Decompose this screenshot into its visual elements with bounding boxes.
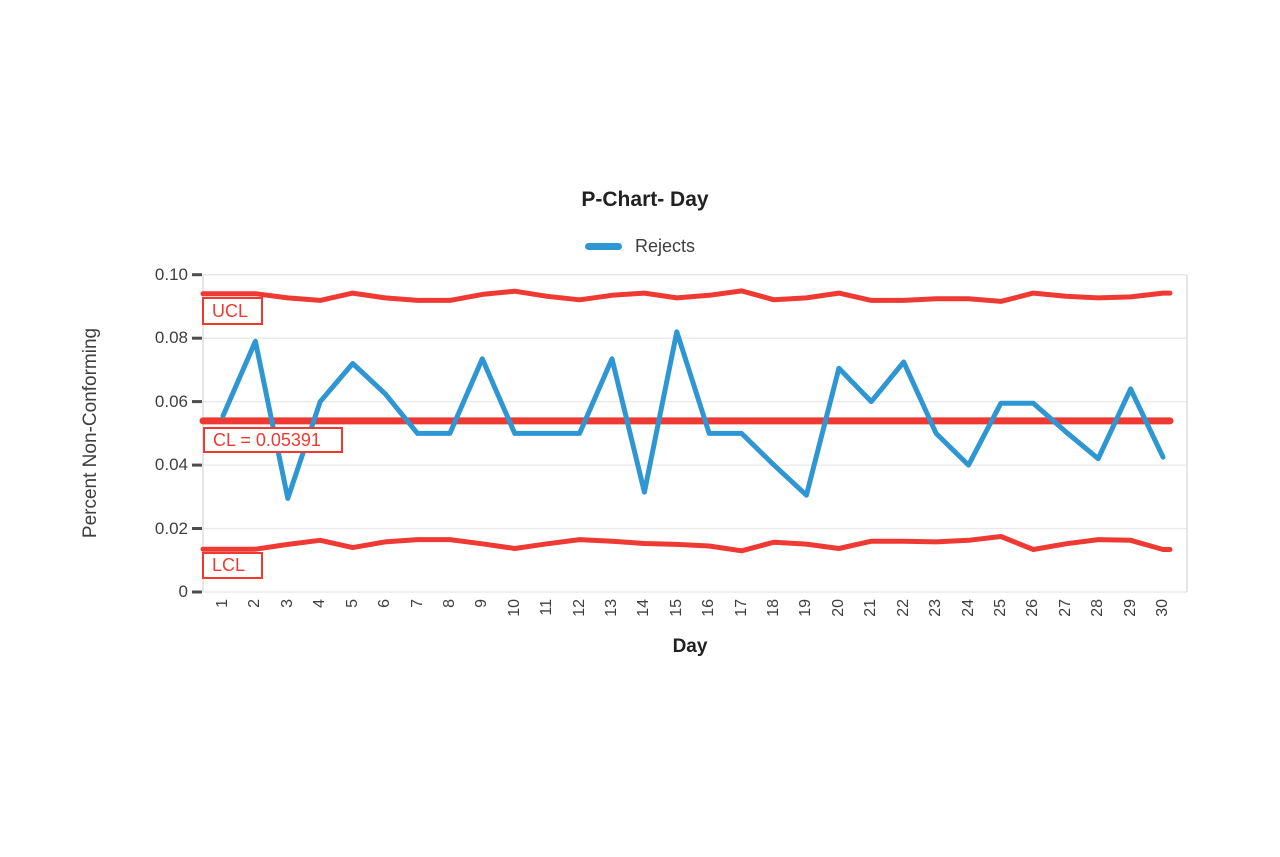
x-tick-label: 25 (991, 599, 1009, 617)
y-tick-mark (192, 400, 202, 404)
x-tick-label: 29 (1121, 599, 1139, 617)
x-tick-label: 11 (538, 599, 556, 616)
x-tick-label: 26 (1024, 599, 1042, 617)
lcl-line (200, 534, 1173, 554)
ucl-annotation-box: UCL (202, 297, 263, 325)
y-tick-mark (192, 463, 202, 467)
x-tick-label: 16 (700, 599, 718, 617)
y-tick-mark (192, 336, 202, 340)
x-tick-label: 14 (635, 599, 653, 617)
y-tick-label: 0.06 (154, 391, 188, 411)
y-tick-mark (192, 527, 202, 530)
cl-annotation-box: CL = 0.05391 (203, 427, 343, 453)
y-tick-label: 0.08 (154, 328, 188, 348)
x-tick-label: 27 (1056, 599, 1074, 617)
x-tick-label: 24 (959, 599, 977, 617)
y-tick-label: 0.10 (154, 264, 188, 284)
x-tick-label: 6 (376, 599, 394, 608)
x-tick-label: 21 (862, 599, 880, 617)
x-tick-label: 2 (246, 599, 264, 608)
x-tick-label: 7 (408, 599, 426, 608)
x-tick-label: 17 (732, 599, 750, 617)
y-tick-label: 0.04 (154, 455, 188, 475)
x-tick-label: 28 (1089, 599, 1107, 617)
x-tick-label: 13 (603, 599, 620, 617)
x-tick-label: 18 (765, 599, 782, 617)
x-tick-label: 3 (278, 599, 296, 608)
legend-rejects-label: Rejects (634, 235, 696, 256)
x-axis-title: Day (672, 636, 708, 657)
y-tick-label: 0.02 (154, 518, 188, 538)
chart-title: P-Chart- Day (581, 188, 709, 211)
x-tick-label: 20 (829, 599, 847, 617)
x-tick-label: 1 (214, 599, 231, 608)
y-tick-mark (192, 590, 202, 594)
ucl-line (200, 288, 1173, 304)
x-tick-label: 23 (927, 599, 945, 617)
legend: Rejects (440, 234, 840, 258)
x-tick-label: 30 (1154, 599, 1171, 617)
y-tick-mark (192, 273, 202, 277)
x-tick-label: 19 (797, 599, 815, 617)
x-tick-label: 15 (667, 599, 685, 617)
x-tick-label: 8 (440, 599, 458, 608)
rejects-line (220, 329, 1166, 501)
x-tick-label: 5 (343, 599, 361, 608)
y-tick-label: 0 (178, 582, 188, 601)
x-tick-label: 4 (311, 599, 329, 608)
x-tick-label: 22 (894, 599, 912, 617)
x-tick-label: 12 (570, 599, 588, 617)
legend-rejects-swatch (584, 242, 622, 250)
lcl-annotation-box: LCL (202, 552, 263, 579)
x-tick-label: 10 (505, 599, 523, 617)
x-tick-label: 9 (473, 599, 491, 608)
